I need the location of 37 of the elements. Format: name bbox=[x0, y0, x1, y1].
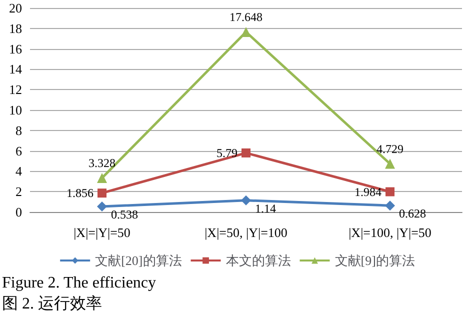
x-tick-label: |X|=|Y|=50 bbox=[74, 225, 130, 240]
data-label: 5.79 bbox=[216, 146, 238, 160]
y-tick-label: 20 bbox=[9, 0, 22, 16]
legend-label: 本文的算法 bbox=[226, 253, 291, 268]
point bbox=[386, 187, 394, 196]
x-tick-label: |X|=100, |Y|=50 bbox=[348, 225, 432, 240]
y-tick-label: 2 bbox=[16, 184, 22, 200]
data-label: 1.14 bbox=[255, 201, 276, 216]
point bbox=[98, 188, 106, 198]
data-label: 3.328 bbox=[88, 156, 116, 170]
y-tick-label: 18 bbox=[9, 20, 22, 36]
y-tick-label: 6 bbox=[16, 143, 22, 158]
y-tick-label: 0 bbox=[16, 204, 22, 220]
y-tick-label: 12 bbox=[9, 82, 22, 98]
point bbox=[97, 173, 107, 184]
point bbox=[241, 195, 251, 206]
caption: 图 2. 运行效率 bbox=[2, 294, 102, 312]
y-tick-label: 14 bbox=[9, 62, 22, 77]
point bbox=[241, 26, 251, 37]
data-label: 1.856 bbox=[66, 186, 94, 200]
x-tick-label: |X|=50, |Y|=100 bbox=[204, 225, 288, 240]
y-tick-label: 16 bbox=[9, 41, 22, 56]
data-label: 0.628 bbox=[399, 206, 426, 221]
caption: Figure 2. The efficiency bbox=[2, 274, 156, 292]
data-label: 1.984 bbox=[354, 184, 382, 199]
point bbox=[97, 202, 107, 212]
y-tick-label: 8 bbox=[16, 122, 22, 138]
legend-label: 文献[20]的算法 bbox=[95, 253, 182, 268]
y-tick-label: 10 bbox=[9, 102, 22, 118]
point bbox=[385, 158, 395, 169]
data-label: 17.648 bbox=[230, 10, 262, 24]
data-label: 0.538 bbox=[111, 208, 138, 222]
y-tick-label: 4 bbox=[16, 164, 22, 179]
data-label: 4.729 bbox=[376, 142, 404, 156]
point bbox=[242, 148, 250, 158]
legend-label: 文献[9]的算法 bbox=[334, 253, 415, 268]
point bbox=[385, 200, 395, 211]
